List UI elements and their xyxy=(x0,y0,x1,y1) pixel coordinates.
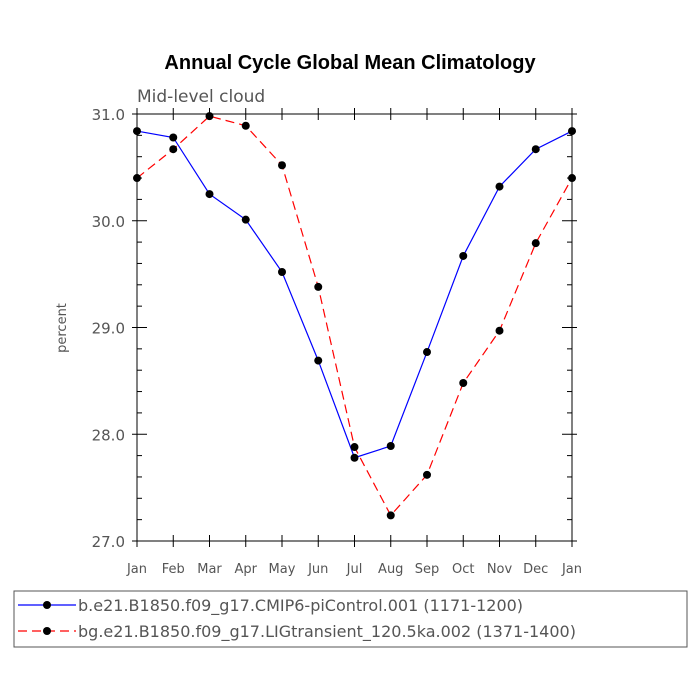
series-layer xyxy=(133,112,576,520)
data-point xyxy=(386,441,395,450)
data-point xyxy=(241,121,250,130)
legend-box xyxy=(13,590,688,648)
x-tick-label: Jul xyxy=(346,562,363,577)
data-point xyxy=(531,239,540,248)
x-tick-label: Sep xyxy=(415,562,440,577)
data-point xyxy=(169,133,178,142)
data-point xyxy=(314,282,323,291)
x-tick-label: Oct xyxy=(452,562,474,577)
data-point xyxy=(568,174,576,183)
x-tick-label: May xyxy=(269,562,296,577)
data-point xyxy=(568,127,576,136)
data-point xyxy=(205,190,214,199)
chart-subtitle: Mid-level cloud xyxy=(137,87,265,107)
data-point xyxy=(495,182,504,191)
data-point xyxy=(133,127,141,136)
data-point xyxy=(278,267,286,276)
x-tick-label: Dec xyxy=(523,562,548,577)
data-point xyxy=(459,379,468,388)
y-tick-label: 27.0 xyxy=(92,533,125,551)
data-point xyxy=(205,112,214,121)
y-axis-label: percent xyxy=(55,303,70,353)
data-point xyxy=(423,348,431,357)
chart-title: Annual Cycle Global Mean Climatology xyxy=(164,52,536,74)
x-tick-label: Feb xyxy=(162,562,185,577)
y-tick-label: 30.0 xyxy=(92,213,125,231)
y-tick-label: 31.0 xyxy=(92,106,125,124)
data-point xyxy=(169,145,178,154)
x-tick-label: Jun xyxy=(307,562,328,577)
data-point xyxy=(241,215,250,224)
x-tick-label: Jan xyxy=(561,562,582,577)
x-tick-label: Nov xyxy=(487,562,513,577)
data-point xyxy=(350,453,359,462)
data-point xyxy=(423,470,431,479)
legend-marker xyxy=(43,627,51,635)
plot-frame xyxy=(136,113,573,542)
tick-labels: Jan Feb Mar Apr May Jun Jul Aug Sep Oct Nov Dec Jan2… xyxy=(92,106,582,577)
axis-ticks xyxy=(132,108,577,547)
x-tick-label: Aug xyxy=(378,562,403,577)
data-point xyxy=(314,356,323,365)
x-tick-label: Mar xyxy=(197,562,222,577)
y-tick-label: 28.0 xyxy=(92,426,125,444)
data-point xyxy=(495,326,504,335)
data-point xyxy=(278,161,286,170)
legend-label-2: bg.e21.B1850.f09_g17.LIGtransient_120.5k… xyxy=(78,622,576,642)
legend-marker xyxy=(43,601,51,609)
data-point xyxy=(350,443,359,452)
data-point xyxy=(459,251,468,260)
legend-label-1: b.e21.B1850.f09_g17.CMIP6-piControl.001 … xyxy=(78,596,523,616)
x-tick-label: Jan xyxy=(126,562,147,577)
data-point xyxy=(386,511,395,520)
data-point xyxy=(531,145,540,154)
x-tick-label: Apr xyxy=(235,562,258,577)
legend: b.e21.B1850.f09_g17.CMIP6-piControl.001 … xyxy=(13,590,688,648)
y-tick-label: 29.0 xyxy=(92,320,125,338)
data-point xyxy=(133,174,141,183)
series-line-1 xyxy=(136,130,573,459)
